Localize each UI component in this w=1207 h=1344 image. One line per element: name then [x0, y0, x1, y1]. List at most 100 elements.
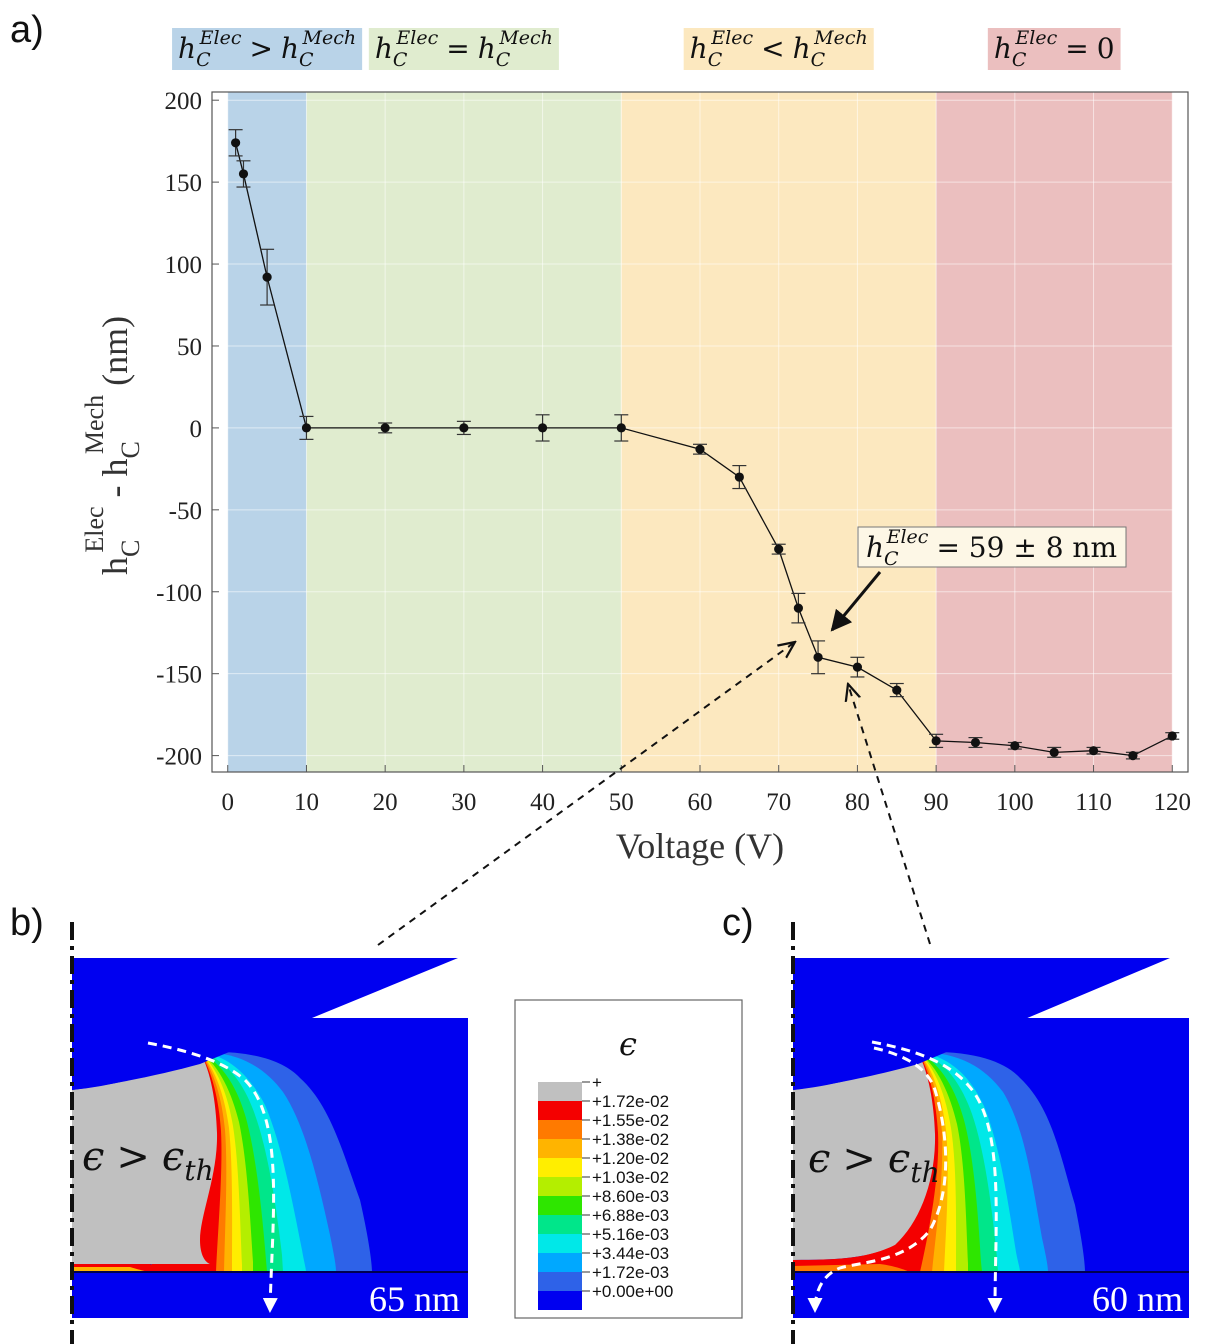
data-point-19 [1049, 747, 1059, 757]
region-header-2-part-4: = [446, 32, 469, 65]
x-tick-label-5: 40 [530, 789, 555, 816]
data-point-12 [793, 603, 803, 613]
y-axis-label-dash: - [95, 476, 135, 506]
data-point-1 [231, 138, 241, 148]
legend-swatch-3 [538, 1120, 582, 1139]
x-tick-label-1: 0 [221, 789, 234, 816]
region-header-bg-4 [987, 28, 1121, 70]
region-header-4-part-5: 0 [1097, 32, 1115, 65]
y-axis-label-unit: (nm) [95, 316, 135, 395]
x-tick-label-12: 110 [1075, 789, 1112, 816]
region-header-bg-3 [683, 28, 874, 70]
data-point-11 [774, 544, 784, 554]
colorbar-legend: ϵ ++1.72e-02+1.55e-02+1.38e-02+1.20e-02+… [514, 999, 743, 1319]
svg-text:hCElec= 59 ± 8 nm: hCElec = 59 ± 8 nm [866, 526, 1117, 570]
y-tick-label-5: 0 [190, 416, 203, 443]
region-header-2-part-3: Elec [395, 27, 438, 49]
region-header-2-part-6: C [496, 49, 511, 71]
x-tick-label-7: 60 [688, 789, 713, 816]
region-header-bg-1 [172, 28, 363, 70]
legend-swatch-10 [538, 1253, 582, 1272]
legend-swatch-5 [538, 1158, 582, 1177]
data-point-2 [238, 169, 249, 179]
region-header-3-part-6: C [811, 49, 826, 71]
legend-label-4: +1.38e-02 [592, 1130, 669, 1149]
y-tick-label-9: -200 [156, 744, 202, 771]
legend-swatch-11 [538, 1272, 582, 1291]
legend-label-6: +1.03e-02 [592, 1168, 669, 1187]
simulation-c: ϵ > ϵth 60 nm [791, 922, 1189, 1344]
y-axis-label-sub2: C [116, 441, 145, 458]
data-point-14 [852, 662, 863, 672]
region-header-1-part-2: C [196, 49, 211, 71]
y-axis-label-sup2: Mech [80, 395, 109, 454]
y-axis-label-sub1: C [116, 540, 145, 557]
legend-title: ϵ [619, 1025, 637, 1063]
current-path-c2 [807, 1046, 948, 1313]
legend-swatch-2 [538, 1101, 582, 1120]
legend-label-3: +1.55e-02 [592, 1111, 669, 1130]
x-tick-label-3: 20 [373, 789, 398, 816]
data-point-3 [262, 272, 272, 282]
x-tick-label-11: 100 [996, 789, 1034, 816]
annotation: hCElec = 59 ± 8 nm [830, 526, 1127, 632]
region-header-3-part-7: Mech [813, 27, 868, 49]
legend-label-10: +3.44e-03 [592, 1244, 669, 1263]
region-header-3-part-4: < [761, 32, 784, 65]
data-point-10 [734, 472, 744, 482]
legend-swatch-4 [538, 1139, 582, 1158]
data-point-5 [380, 423, 390, 433]
data-point-20 [1088, 746, 1099, 756]
y-tick-label-3: 100 [165, 252, 203, 279]
region-headers: hCElec > hCMech hCElec = hCMech hCElec < hCMech h… [172, 27, 1121, 71]
legend-swatch-7 [538, 1196, 582, 1215]
data-point-13 [813, 652, 823, 662]
region-header-1-part-5: h [281, 32, 299, 65]
y-tick-label-2: 150 [165, 170, 203, 197]
region-header-4-part-1: h [994, 32, 1012, 65]
panel-label-b: b) [10, 902, 44, 944]
data-point-7 [537, 423, 548, 433]
legend-swatch-8 [538, 1215, 582, 1234]
current-path-c1 [871, 1040, 1003, 1313]
region-header-2-part-2: C [393, 49, 408, 71]
annotation-text: = 59 ± 8 nm [936, 531, 1117, 564]
y-axis-label-sup1: Elec [80, 506, 109, 552]
threshold-label-b: ϵ > ϵth [82, 1134, 214, 1187]
legend-label-11: +1.72e-03 [592, 1263, 669, 1282]
legend-label-1: + [592, 1073, 602, 1092]
region-header-3-part-3: Elec [710, 27, 753, 49]
region-header-4-part-3: Elec [1014, 27, 1057, 49]
legend-label-9: +5.16e-03 [592, 1225, 669, 1244]
legend-items: ++1.72e-02+1.55e-02+1.38e-02+1.20e-02+1.… [538, 1073, 673, 1310]
data-point-4 [301, 423, 312, 433]
x-tick-label-2: 10 [294, 789, 319, 816]
data-point-17 [970, 737, 981, 748]
over-threshold-zone-c [793, 1052, 936, 1260]
legend-label-7: +8.60e-03 [592, 1187, 669, 1206]
contour-bottom-strip2-c [793, 1264, 910, 1272]
region-header-1-part-6: C [299, 49, 314, 71]
annotation-sup: Elec [886, 526, 929, 548]
contour-bottom-strip2-b [72, 1267, 148, 1272]
region-header-4: hCElec = 0 [994, 27, 1115, 71]
series-line-1 [234, 142, 1173, 757]
over-threshold-zone-b [72, 1052, 218, 1264]
y-tick-labels: 200 150 100 50 0 -50 -100 -150 -200 [156, 88, 219, 771]
legend-swatch-9 [538, 1234, 582, 1253]
region-header-3-part-2: C [708, 49, 723, 71]
current-path-b [147, 1041, 278, 1313]
region-header-2-part-7: Mech [498, 27, 553, 49]
data-point-22 [1167, 731, 1177, 741]
y-axis-label-h1: h [95, 557, 135, 575]
legend-swatch-12 [538, 1291, 582, 1310]
x-tick-label-13: 120 [1154, 789, 1192, 816]
simulation-b: ϵ > ϵth 65 nm [70, 922, 468, 1344]
region-header-2-part-5: h [478, 32, 496, 65]
region-header-1-part-4: > [249, 32, 272, 65]
x-tick-label-6: 50 [609, 789, 634, 816]
data-point-18 [1010, 741, 1020, 751]
data-series [228, 129, 1180, 761]
x-tick-label-9: 80 [845, 789, 870, 816]
